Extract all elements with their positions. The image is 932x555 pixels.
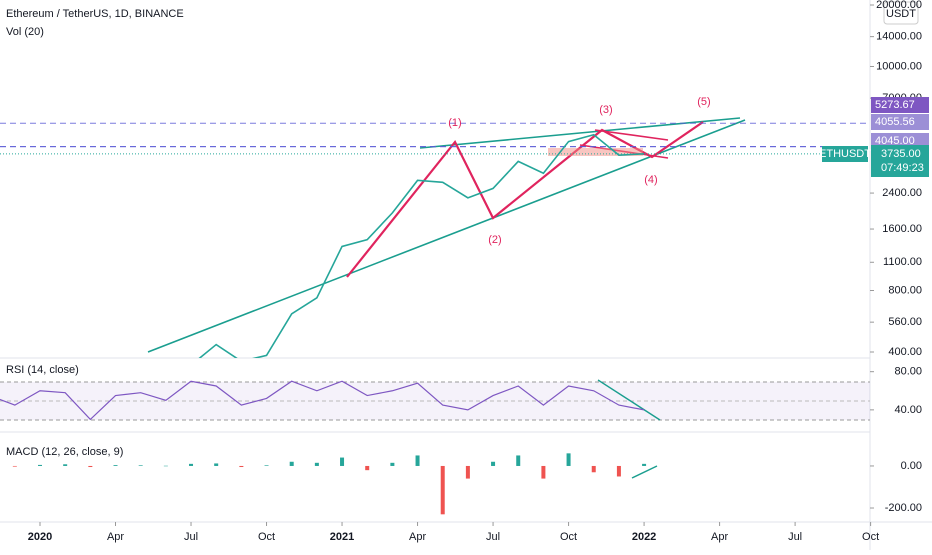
macd-bar: [88, 465, 93, 468]
symbol-title: Ethereum / TetherUS, 1D, BINANCE: [6, 8, 184, 20]
last-price-badge: [871, 145, 929, 177]
macd-bar: [12, 465, 17, 467]
y-tick-label: 40.00: [894, 404, 922, 416]
y-tick-label: 2400.00: [882, 187, 922, 199]
volume-label: Vol (20): [6, 26, 44, 38]
macd-bar: [38, 464, 42, 466]
y-tick-label: 1600.00: [882, 223, 922, 235]
macd-trendline: [631, 465, 658, 479]
wave-label: (5): [697, 96, 710, 108]
trendline: [147, 119, 746, 353]
macd-bar: [314, 462, 319, 466]
trendline: [419, 117, 741, 149]
price-badge-label: 5273.67: [875, 99, 915, 111]
macd-bar: [264, 465, 269, 466]
wave-label: (4): [644, 174, 657, 186]
y-tick-label: 1100.00: [883, 256, 922, 268]
macd-bar: [541, 465, 546, 479]
currency[interactable]: USDT: [886, 8, 916, 20]
price-pane: [198, 133, 645, 358]
x-tick-label: Apr: [107, 531, 124, 543]
macd-bar: [616, 465, 621, 477]
x-tick-label: Oct: [862, 531, 879, 543]
wave-label: (2): [488, 234, 501, 246]
price-badge: [871, 114, 929, 130]
x-tick-label: Jul: [184, 531, 198, 543]
macd-bar: [289, 461, 294, 466]
y-tick-label: -200.00: [885, 502, 922, 514]
price-badge: [871, 97, 929, 113]
macd-bar: [566, 453, 571, 466]
macd-bar: [642, 463, 647, 466]
currency-box[interactable]: [883, 1, 919, 25]
countdown: 07:49:23: [881, 162, 924, 174]
macd-bar: [365, 465, 370, 471]
y-tick-label: 14000.00: [876, 31, 922, 43]
triangle-line: [594, 129, 669, 141]
macd-bar: [440, 465, 445, 515]
rsi-trendline: [597, 379, 661, 421]
macd-bar: [465, 465, 470, 479]
y-tick-label: 20000.00: [876, 0, 922, 11]
x-tick-label: Jul: [486, 531, 500, 543]
drawings: [147, 117, 746, 479]
macd-bar: [113, 465, 118, 466]
rsi-title: RSI (14, close): [6, 364, 79, 376]
y-tick-label: 560.00: [888, 316, 922, 328]
last-price-label: 3735.00: [881, 148, 921, 160]
macd-bar: [214, 463, 219, 466]
y-tick-label: 10000.00: [876, 60, 922, 72]
macd-bar: [591, 465, 596, 473]
y-tick-label: 0.00: [901, 460, 922, 472]
range-box: [548, 148, 643, 156]
symbol-badge: [822, 146, 868, 162]
y-tick-label: 800.00: [888, 284, 922, 296]
wave-path: [346, 121, 704, 278]
x-tick-label: Oct: [560, 531, 577, 543]
y-tick-label: 400.00: [888, 346, 922, 358]
x-tick-label: Oct: [258, 531, 275, 543]
symbol-badge-label: ETHUSDT: [819, 148, 871, 160]
macd-bar: [340, 457, 345, 466]
macd-bar: [390, 462, 395, 466]
x-tick-label: Apr: [409, 531, 426, 543]
x-tick-label: 2021: [330, 531, 354, 543]
macd-bar: [138, 465, 143, 466]
wave-label: (3): [599, 104, 612, 116]
macd-bar: [516, 455, 521, 466]
price-badge-label: 4045.00: [875, 135, 915, 147]
macd-bar: [63, 464, 68, 466]
x-tick-label: Apr: [711, 531, 728, 543]
wave-label: (1): [448, 117, 461, 129]
macd-bar: [415, 455, 420, 466]
macd-bar: [189, 463, 194, 466]
y-tick-label: 80.00: [894, 366, 922, 378]
macd-bar: [239, 465, 244, 468]
price-badge-label: 4055.56: [875, 116, 915, 128]
x-tick-label: 2020: [28, 531, 52, 543]
macd-bar: [163, 465, 168, 467]
rsi-line: [0, 380, 645, 421]
price-line-series: [198, 133, 645, 358]
x-tick-label: 2022: [632, 531, 656, 543]
x-tick-label: Jul: [788, 531, 802, 543]
macd-bar: [491, 461, 496, 466]
macd-title: MACD (12, 26, close, 9): [6, 446, 123, 458]
